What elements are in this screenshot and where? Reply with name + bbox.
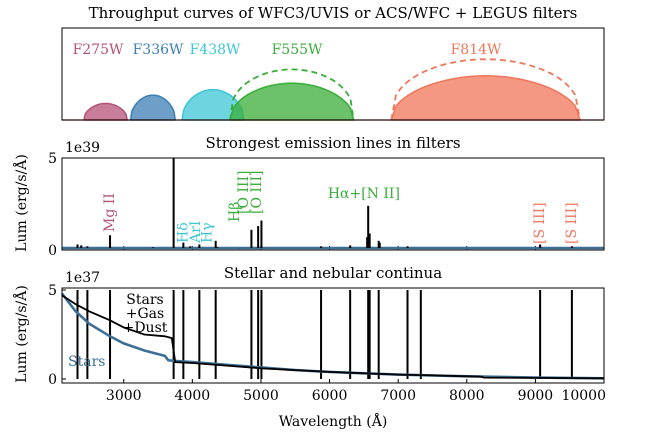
filter-curve-f555w — [229, 82, 355, 121]
continua-frame — [61, 287, 605, 384]
filter-label-f275w: F275W — [73, 42, 124, 58]
emission-annotation: ArI — [188, 221, 204, 244]
xaxis-label: Wavelength (Å) — [279, 412, 388, 430]
emission-annotation: Hδ — [175, 222, 191, 243]
emission-annotation: [S III] — [564, 202, 580, 244]
emission-annotation: [O III] — [236, 171, 252, 214]
filter-dashed-f555w — [229, 68, 355, 121]
emission-annotation: [S III] — [532, 202, 548, 244]
filter-label-f555w: F555W — [272, 42, 323, 58]
continua-xtick-label: 8000 — [449, 388, 485, 404]
emission-annotation: Hγ — [199, 222, 215, 243]
filter-curve-f336w — [129, 94, 176, 121]
filter-curve-f275w — [83, 102, 129, 121]
emission-ytick-label: 0 — [48, 243, 57, 259]
emission-annotation: Mg II — [102, 193, 118, 232]
emission-annotation: [O III] — [249, 171, 265, 214]
continua-xtick-label: 4000 — [175, 388, 211, 404]
legend-stars-gas-dust-0: Stars — [126, 292, 163, 308]
emission-ytick-label: 5 — [48, 151, 57, 167]
emission-annotation: Hα+[N II] — [328, 186, 400, 202]
filter-label-f438w: F438W — [190, 42, 241, 58]
emission-exponent: 1e39 — [65, 140, 100, 156]
throughput-title: Throughput curves of WFC3/UVIS or ACS/WF… — [89, 4, 578, 22]
emission-ylabel: Lum (erg/s/Å) — [12, 154, 30, 252]
legend-stars: Stars — [68, 354, 105, 370]
continua-exponent: 1e37 — [65, 270, 100, 286]
continua-xtick-label: 3000 — [106, 388, 142, 404]
filter-curve-f814w — [390, 75, 582, 121]
continua-xtick-label: 10000 — [561, 388, 606, 404]
throughput-frame — [61, 27, 605, 121]
panel-continua: Stellar and nebular continua 1e37 0 5 3000… — [12, 264, 606, 430]
emission-title: Strongest emission lines in filters — [205, 134, 460, 152]
panel-emission-lines: Strongest emission lines in filters 1e39… — [12, 134, 605, 259]
continua-xtick-label: 7000 — [380, 388, 416, 404]
legend-stars-gas-dust-2: +Dust — [123, 320, 168, 336]
continua-ytick-label: 5 — [48, 283, 57, 299]
emission-frame — [61, 157, 605, 251]
legend-stars-gas-dust-1: +Gas — [126, 306, 164, 322]
continua-title: Stellar and nebular continua — [224, 264, 442, 282]
continua-ylabel: Lum (erg/s/Å) — [12, 285, 30, 383]
continua-series-stars-gas-dust — [61, 294, 605, 380]
filter-label-f814w: F814W — [451, 42, 502, 58]
filter-label-f336w: F336W — [133, 42, 184, 58]
panel-throughput: Throughput curves of WFC3/UVIS or ACS/WF… — [61, 4, 605, 121]
continua-xtick-label: 5000 — [243, 388, 279, 404]
emission-annotation: Hβ — [227, 202, 243, 222]
filter-dashed-f814w — [390, 58, 581, 121]
continua-xtick-label: 9000 — [518, 388, 554, 404]
filter-curve-f438w — [181, 88, 245, 121]
continua-ytick-label: 0 — [48, 372, 57, 388]
continua-xtick-label: 6000 — [312, 388, 348, 404]
